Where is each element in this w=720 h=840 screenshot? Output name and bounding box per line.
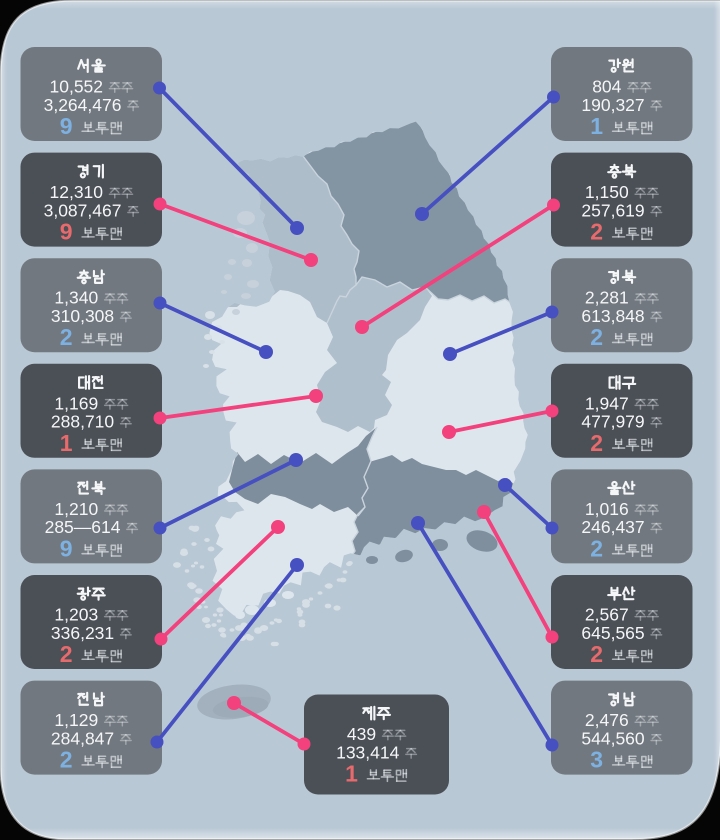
svg-text:2,567: 2,567 — [585, 605, 629, 625]
svg-text:1,016: 1,016 — [585, 499, 629, 519]
svg-text:804: 804 — [592, 77, 621, 97]
svg-text:1,203: 1,203 — [54, 605, 98, 625]
svg-text:2: 2 — [60, 747, 73, 773]
svg-text:190,327: 190,327 — [581, 95, 644, 115]
svg-text:3,087,467: 3,087,467 — [44, 200, 122, 220]
svg-text:2: 2 — [590, 430, 603, 456]
svg-text:2,281: 2,281 — [585, 288, 629, 308]
svg-text:1: 1 — [60, 430, 73, 456]
svg-text:246,437: 246,437 — [581, 517, 644, 537]
svg-text:1: 1 — [345, 761, 358, 787]
svg-text:1,129: 1,129 — [54, 710, 98, 730]
svg-text:10,552: 10,552 — [50, 77, 104, 97]
svg-text:3,264,476: 3,264,476 — [44, 95, 122, 115]
svg-text:2: 2 — [60, 324, 73, 350]
svg-text:477,979: 477,979 — [581, 412, 644, 432]
svg-text:2: 2 — [60, 641, 73, 667]
svg-text:1,169: 1,169 — [54, 393, 98, 413]
svg-text:3: 3 — [590, 747, 603, 773]
svg-text:2: 2 — [590, 641, 603, 667]
svg-text:288,710: 288,710 — [51, 412, 115, 432]
svg-text:2: 2 — [590, 219, 603, 245]
svg-text:645,565: 645,565 — [581, 623, 644, 643]
svg-text:2: 2 — [590, 535, 603, 561]
svg-text:133,414: 133,414 — [336, 742, 400, 762]
svg-text:1,150: 1,150 — [585, 182, 629, 202]
svg-text:9: 9 — [60, 113, 73, 139]
svg-text:310,308: 310,308 — [51, 306, 114, 326]
svg-text:12,310: 12,310 — [50, 182, 104, 202]
svg-text:9: 9 — [60, 219, 73, 245]
svg-text:1: 1 — [590, 113, 603, 139]
svg-text:285—614: 285—614 — [45, 517, 121, 537]
svg-text:613,848: 613,848 — [581, 306, 644, 326]
svg-text:1,210: 1,210 — [54, 499, 98, 519]
svg-text:2: 2 — [590, 324, 603, 350]
svg-text:2,476: 2,476 — [585, 710, 629, 730]
svg-text:1,340: 1,340 — [54, 288, 98, 308]
svg-text:544,560: 544,560 — [581, 728, 645, 748]
svg-text:336,231: 336,231 — [51, 623, 114, 643]
svg-text:439: 439 — [347, 724, 376, 744]
svg-text:257,619: 257,619 — [581, 200, 644, 220]
svg-text:284,847: 284,847 — [51, 728, 114, 748]
svg-text:9: 9 — [60, 535, 73, 561]
svg-text:1,947: 1,947 — [585, 393, 629, 413]
